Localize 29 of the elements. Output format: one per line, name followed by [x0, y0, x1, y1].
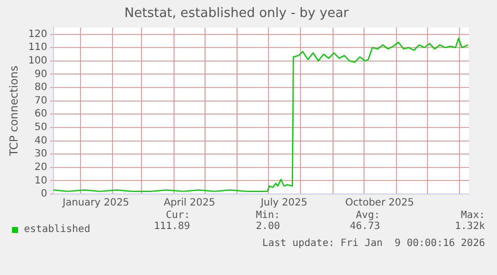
- text: 111.89: [152, 221, 190, 232]
- text: Min:: [254, 210, 280, 221]
- y-tick-label: 0: [40, 188, 48, 200]
- y-tick-label: 90: [34, 68, 48, 80]
- y-tick-label: 70: [34, 95, 48, 106]
- chart-title: Netstat, established only - by year: [124, 6, 350, 22]
- text: 46.73: [348, 221, 380, 232]
- text: Max:: [460, 210, 485, 221]
- x-tick-label: July 2025: [260, 198, 308, 209]
- text: 2.00: [254, 221, 280, 232]
- y-axis-title: TCP connections: [7, 65, 20, 157]
- x-tick-label: April 2025: [164, 198, 216, 209]
- legend-label: established: [24, 224, 90, 235]
- y-tick-label: 100: [28, 55, 48, 66]
- text: Avg:: [354, 210, 380, 221]
- y-tick-label: 30: [34, 148, 48, 160]
- y-tick-label: 60: [34, 108, 48, 120]
- y-tick-label: 20: [34, 162, 48, 173]
- text: 1.32k: [454, 221, 485, 232]
- y-tick-label: 110: [28, 42, 48, 54]
- text: Last update: Fri Jan 9 00:00:16 2026: [262, 238, 485, 249]
- y-tick-label: 10: [34, 175, 48, 186]
- y-tick-label: 80: [34, 82, 48, 94]
- y-tick-label: 40: [34, 135, 48, 146]
- x-tick-label: October 2025: [345, 198, 414, 209]
- y-tick-label: 50: [34, 122, 48, 134]
- text: Cur:: [164, 210, 190, 221]
- x-tick-label: January 2025: [62, 198, 130, 209]
- y-tick-label: 120: [28, 28, 48, 40]
